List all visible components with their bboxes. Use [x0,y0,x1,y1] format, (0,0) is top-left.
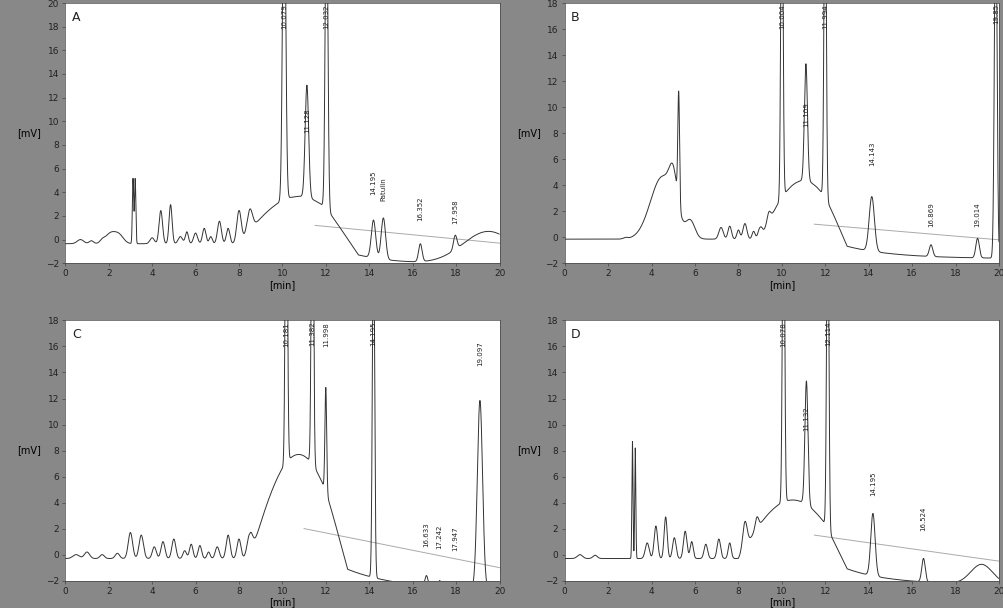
Text: 16.633: 16.633 [423,522,429,547]
Text: 14.195: 14.195 [370,170,376,195]
Text: 16.352: 16.352 [417,196,423,221]
Text: 14.195: 14.195 [370,322,376,347]
Text: 10.004: 10.004 [778,4,784,29]
Text: 17.242: 17.242 [436,525,442,550]
Text: B: B [571,11,580,24]
Text: 19.85: 19.85 [992,4,998,24]
Y-axis label: [mV]: [mV] [517,446,541,455]
X-axis label: [min]: [min] [269,597,295,607]
Text: 11.128: 11.128 [304,108,310,133]
Text: 14.195: 14.195 [869,472,875,496]
Text: 14.143: 14.143 [868,141,874,165]
Y-axis label: [mV]: [mV] [517,128,541,138]
Text: 17.958: 17.958 [451,199,457,224]
Text: 10.079: 10.079 [281,4,287,29]
Text: 12.032: 12.032 [323,4,329,29]
Text: C: C [71,328,80,341]
Text: Patulin: Patulin [380,177,386,201]
Text: 16.869: 16.869 [927,202,933,227]
Text: 10.181: 10.181 [283,322,289,347]
Text: 10.078: 10.078 [779,322,785,347]
Text: 17.947: 17.947 [451,526,457,551]
Text: 11.132: 11.132 [802,406,808,431]
Text: 19.097: 19.097 [476,341,482,366]
Text: 11.109: 11.109 [802,102,808,126]
Text: 11.382: 11.382 [309,322,315,347]
Text: 19.014: 19.014 [974,202,980,227]
X-axis label: [min]: [min] [269,280,295,290]
Y-axis label: [mV]: [mV] [17,446,41,455]
Text: A: A [71,11,80,24]
Text: 12.114: 12.114 [823,322,829,347]
X-axis label: [min]: [min] [768,597,794,607]
Text: 11.998: 11.998 [323,322,328,347]
Text: D: D [571,328,581,341]
Text: 16.524: 16.524 [920,507,926,531]
X-axis label: [min]: [min] [768,280,794,290]
Y-axis label: [mV]: [mV] [17,128,41,138]
Text: 11.994: 11.994 [821,4,827,29]
